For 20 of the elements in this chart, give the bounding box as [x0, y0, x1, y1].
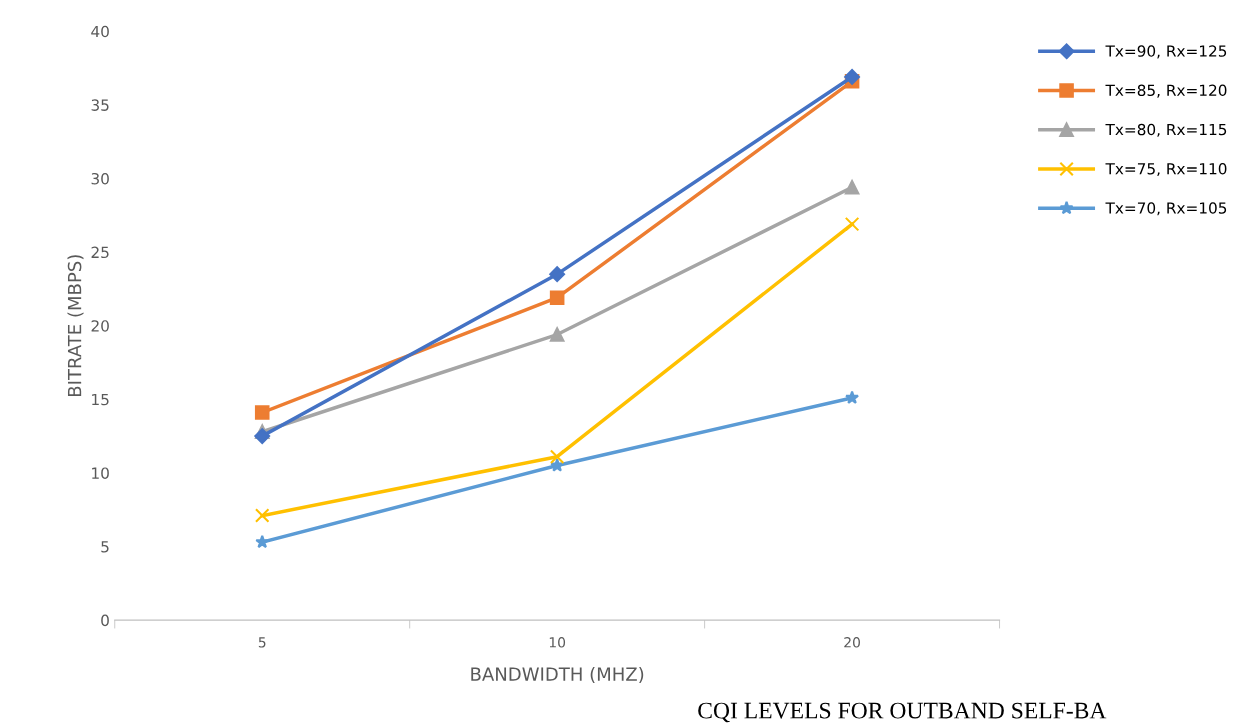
legend-label: Tx=90, Rx=125 — [1105, 45, 1227, 59]
y-tick-label: 0 — [101, 614, 109, 627]
y-tick-label: 25 — [91, 246, 109, 259]
y-tick-label: 5 — [101, 541, 109, 553]
legend-label: Tx=70, Rx=105 — [1105, 202, 1227, 216]
legend-label: Tx=80, Rx=115 — [1105, 123, 1227, 137]
x-tick-label: 20 — [844, 637, 860, 648]
legend-label: Tx=75, Rx=110 — [1105, 162, 1227, 177]
x-axis-title: BANDWIDTH (MHZ) — [471, 666, 644, 684]
x-tick-label: 5 — [258, 637, 266, 648]
x-tick-label: 10 — [549, 637, 566, 648]
text: CQI LEVELS FOR OUTBAND SELF-BA — [698, 702, 1107, 723]
y-tick-label: 35 — [91, 99, 109, 111]
y-tick-label: 30 — [91, 172, 109, 185]
y-tick-label: 20 — [91, 320, 109, 332]
y-tick-label: 15 — [92, 393, 109, 406]
y-tick-label: 10 — [92, 467, 109, 479]
y-axis-title: BITRATE (MBPS) — [67, 255, 84, 396]
y-tick-label: 40 — [91, 25, 109, 38]
legend-label: Tx=85, Rx=120 — [1105, 84, 1227, 98]
